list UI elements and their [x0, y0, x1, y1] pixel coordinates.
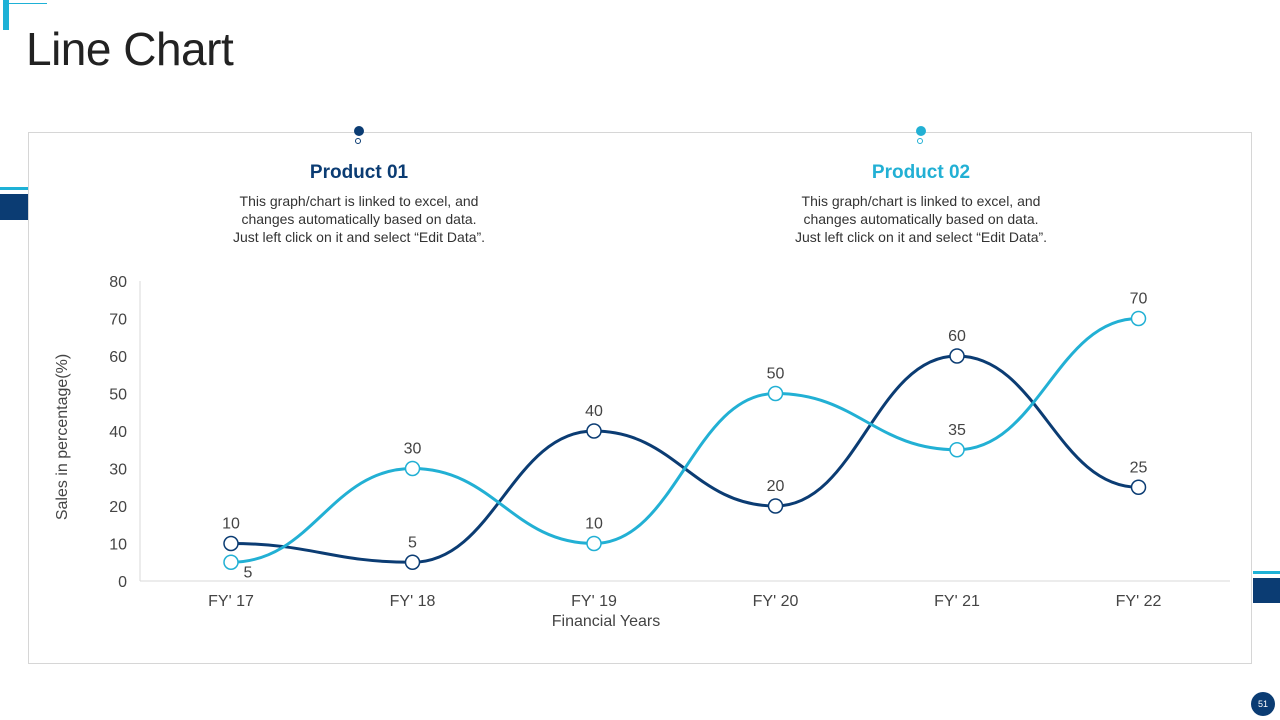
data-label: 25 [1130, 459, 1148, 476]
page-number-badge: 51 [1251, 692, 1275, 716]
data-point [223, 535, 239, 552]
data-point [1130, 310, 1147, 327]
y-tick-label: 60 [109, 349, 127, 366]
y-tick-label: 80 [109, 274, 127, 291]
y-tick-label: 70 [109, 312, 127, 329]
y-tick-label: 10 [109, 537, 127, 554]
x-tick-label: FY' 22 [1116, 593, 1162, 610]
data-label: 70 [1130, 291, 1148, 308]
data-point [404, 554, 421, 570]
x-tick-label: FY' 19 [571, 593, 617, 610]
decorative-right-line [1253, 571, 1280, 574]
data-label: 5 [408, 534, 417, 551]
data-label: 50 [767, 366, 785, 383]
decorative-left-block [0, 194, 28, 220]
data-point [949, 348, 965, 364]
page-title: Line Chart [26, 23, 234, 75]
y-tick-label: 20 [109, 499, 127, 516]
data-point [404, 460, 421, 477]
data-label: 20 [767, 478, 785, 495]
decorative-accent-line [9, 3, 47, 4]
decorative-left-line [0, 187, 28, 190]
data-label: 10 [222, 516, 240, 533]
series-line-2 [230, 317, 1139, 564]
x-tick-label: FY' 21 [934, 593, 980, 610]
data-point [767, 385, 784, 402]
product-02-description: This graph/chart is linked to excel, and… [794, 193, 1048, 245]
data-point [586, 423, 602, 439]
data-label: 10 [585, 516, 603, 533]
data-label: 35 [948, 422, 966, 439]
y-tick-label: 30 [109, 462, 127, 479]
data-point [586, 535, 602, 552]
product-01-legend: Product 01 This graph/chart is linked to… [209, 162, 509, 246]
chart-frame [28, 132, 1252, 664]
data-point [949, 442, 965, 458]
y-tick-label: 40 [109, 424, 127, 441]
y-axis-title: Sales in percentage(%) [54, 354, 71, 520]
decorative-right-block [1253, 578, 1280, 603]
product-02-title: Product 02 [871, 162, 971, 183]
x-tick-label: FY' 18 [390, 593, 436, 610]
data-point [223, 554, 239, 570]
series-line-1 [230, 354, 1139, 564]
data-label: 30 [404, 441, 422, 458]
data-point [1130, 479, 1147, 495]
y-tick-label: 0 [118, 574, 127, 591]
product-01-description: This graph/chart is linked to excel, and… [232, 193, 486, 245]
product-02-legend: Product 02 This graph/chart is linked to… [771, 162, 1071, 246]
data-point [767, 498, 784, 514]
x-axis-title: Financial Years [552, 613, 661, 630]
x-tick-label: FY' 17 [208, 593, 254, 610]
y-tick-label: 50 [109, 387, 127, 404]
data-label: 40 [585, 403, 603, 420]
data-label: 60 [948, 328, 966, 345]
x-tick-label: FY' 20 [753, 593, 799, 610]
decorative-accent-bar [3, 0, 9, 30]
data-label: 5 [244, 564, 253, 581]
product-01-title: Product 01 [309, 162, 409, 183]
